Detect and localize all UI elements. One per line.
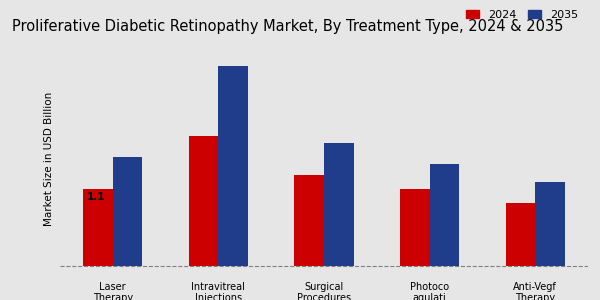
Text: 1.1: 1.1 [86, 192, 105, 202]
Bar [324, 143, 353, 266]
Y-axis label: Market Size in USD Billion: Market Size in USD Billion [44, 92, 55, 226]
Bar [189, 136, 218, 266]
Text: Proliferative Diabetic Retinopathy Market, By Treatment Type, 2024 & 2035: Proliferative Diabetic Retinopathy Marke… [13, 19, 564, 34]
Bar [400, 189, 430, 266]
Bar [113, 157, 142, 266]
Bar [295, 175, 324, 266]
Legend: 2024, 2035: 2024, 2035 [461, 5, 583, 24]
Bar [506, 203, 535, 266]
Bar [83, 189, 113, 266]
Bar [430, 164, 459, 266]
Bar [535, 182, 565, 266]
Bar [218, 66, 248, 266]
